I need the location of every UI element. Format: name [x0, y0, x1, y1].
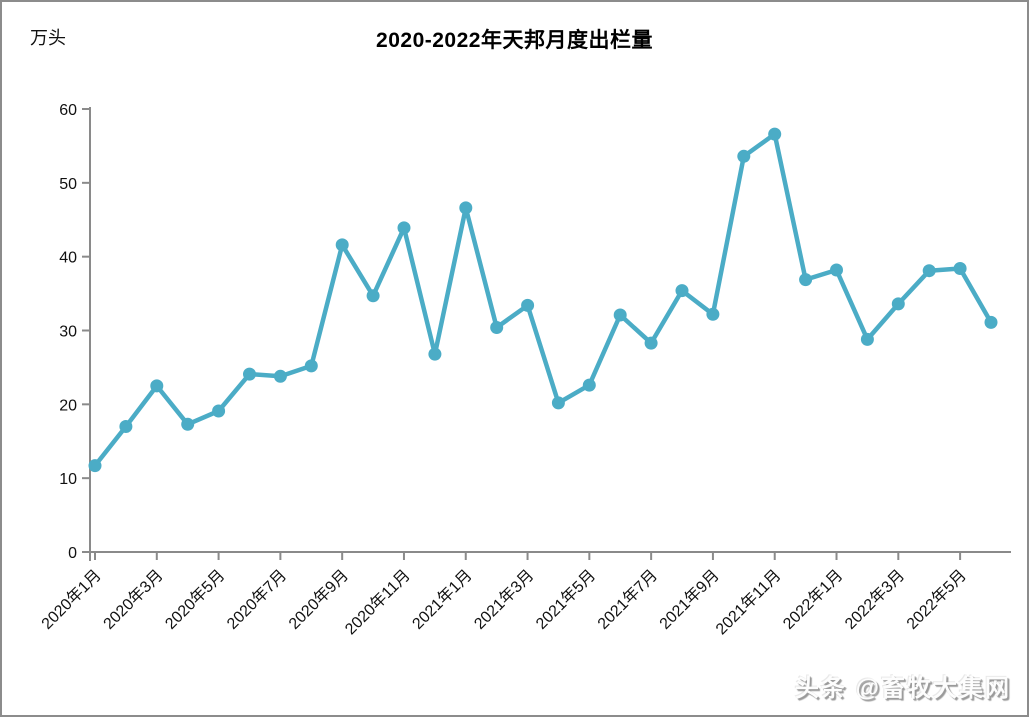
x-tick-label: 2021年3月 — [471, 566, 538, 633]
data-point — [521, 298, 535, 312]
y-tick-label: 0 — [68, 545, 77, 562]
data-point — [428, 347, 442, 361]
data-point — [243, 367, 256, 381]
y-tick-label: 60 — [59, 102, 77, 119]
data-point — [706, 307, 720, 321]
x-tick-label: 2020年1月 — [38, 566, 105, 633]
y-tick-label: 10 — [59, 471, 77, 488]
x-tick-label: 2021年11月 — [712, 566, 784, 638]
data-point — [273, 369, 287, 383]
data-point — [181, 417, 195, 431]
chart-title: 2020-2022年天邦月度出栏量 — [376, 29, 653, 52]
x-tick-label: 2021年7月 — [594, 566, 661, 633]
data-point — [582, 378, 596, 392]
x-tick-label: 2022年1月 — [780, 566, 847, 633]
y-tick-label: 30 — [59, 324, 77, 341]
x-tick-label: 2020年11月 — [342, 566, 414, 638]
data-point — [891, 297, 905, 311]
x-tick-label: 2022年3月 — [841, 566, 908, 633]
data-point — [737, 149, 751, 163]
x-tick-label: 2020年7月 — [223, 566, 290, 633]
y-tick-label: 40 — [59, 250, 77, 267]
data-point — [366, 289, 380, 303]
data-series-line — [92, 131, 994, 468]
watermark: 头条 @畜牧大集网 — [794, 675, 1011, 702]
data-point — [119, 420, 133, 433]
x-tick-label: 2021年9月 — [656, 566, 723, 633]
data-point — [212, 404, 226, 418]
y-axis-unit-label: 万头 — [30, 28, 66, 48]
data-point — [984, 315, 998, 329]
x-tick-label: 2021年1月 — [409, 566, 476, 633]
data-point — [88, 459, 102, 473]
x-tick-label: 2022年5月 — [903, 566, 970, 633]
data-point — [397, 221, 411, 235]
data-point — [150, 379, 164, 393]
x-tick-label: 2020年9月 — [285, 566, 352, 633]
data-point — [953, 262, 967, 275]
data-point — [860, 332, 874, 346]
data-point — [830, 263, 843, 277]
data-point — [459, 201, 473, 215]
data-point — [644, 336, 658, 350]
data-point — [922, 264, 936, 278]
data-point — [551, 396, 565, 410]
x-tick-label: 2020年5月 — [162, 566, 229, 633]
data-point — [768, 127, 782, 141]
data-point — [675, 284, 689, 298]
data-point — [335, 238, 349, 252]
x-tick-label: 2020年3月 — [100, 566, 167, 633]
y-tick-label: 50 — [59, 176, 77, 193]
data-point — [799, 273, 813, 287]
data-point — [613, 308, 627, 322]
x-tick-label: 2021年5月 — [532, 566, 599, 633]
data-point — [490, 321, 504, 334]
data-point — [304, 359, 318, 373]
y-tick-label: 20 — [59, 397, 77, 414]
